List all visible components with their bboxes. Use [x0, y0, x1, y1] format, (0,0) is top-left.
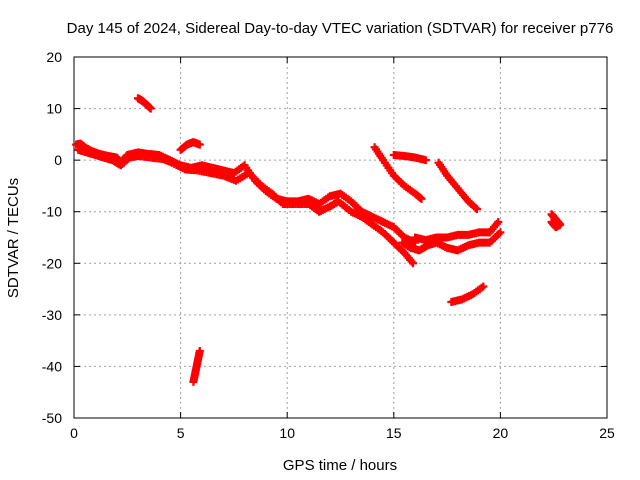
x-tick-label: 25 — [599, 425, 615, 441]
series-segment-5-8 — [189, 346, 204, 386]
series-segment-5 — [176, 138, 204, 154]
plot-frame — [73, 56, 608, 419]
chart-title: Day 145 of 2024, Sidereal Day-to-day VTE… — [67, 20, 614, 37]
data-point — [547, 218, 556, 227]
y-tick-label: -40 — [42, 358, 62, 374]
x-tick-label: 15 — [386, 425, 402, 441]
data-point — [146, 104, 155, 113]
series-segment-17 — [434, 158, 481, 214]
data-point — [496, 228, 505, 237]
data-point — [471, 203, 480, 212]
axis-ticks — [73, 56, 608, 419]
series-main-trace-b — [74, 145, 417, 268]
data-point — [408, 259, 417, 268]
series-tail-15-20 — [398, 228, 505, 255]
data-point — [479, 282, 488, 291]
y-tick-label: -30 — [42, 307, 62, 323]
y-tick-label: -20 — [42, 255, 62, 271]
series-tail-15-20-b — [411, 218, 503, 245]
y-tick-label: -50 — [42, 410, 62, 426]
series-segment-3 — [133, 94, 155, 113]
x-axis-label: GPS time / hours — [283, 457, 397, 474]
x-tick-label: 5 — [177, 425, 185, 441]
x-tick-labels: 0 5 10 15 20 25 — [70, 425, 615, 441]
series-segment-14 — [370, 143, 426, 203]
y-axis-label: SDTVAR / TECUs — [5, 178, 22, 298]
y-tick-label: 10 — [46, 101, 62, 117]
series-main-trace-a — [72, 139, 420, 247]
x-tick-label: 20 — [493, 425, 509, 441]
data-point — [494, 218, 503, 227]
y-tick-label: 20 — [46, 49, 62, 65]
series-segment-15 — [389, 150, 430, 165]
series-segment-22 — [547, 210, 565, 232]
data-point — [472, 205, 481, 214]
data-layer — [72, 94, 565, 386]
y-tick-labels: -50 -40 -30 -20 -10 0 10 20 — [42, 49, 62, 426]
y-tick-label: -10 — [42, 204, 62, 220]
data-point — [195, 346, 204, 355]
x-tick-label: 10 — [279, 425, 295, 441]
data-point — [195, 140, 204, 149]
grid — [74, 57, 607, 418]
data-point — [421, 156, 430, 165]
data-point — [417, 194, 426, 203]
series-segment-17-9 — [447, 282, 488, 306]
y-tick-label: 0 — [54, 152, 62, 168]
x-tick-label: 0 — [70, 425, 78, 441]
